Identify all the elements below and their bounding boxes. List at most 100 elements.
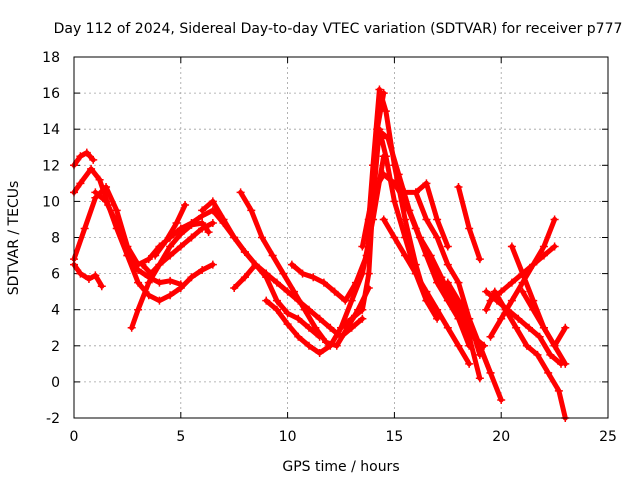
data-point-marker: [401, 188, 410, 197]
data-point-marker: [539, 323, 548, 332]
data-point-marker: [433, 233, 442, 242]
y-tick-label: 4: [51, 303, 60, 319]
data-point-marker: [102, 197, 111, 206]
data-point-marker: [514, 314, 523, 323]
data-point-marker: [422, 179, 431, 188]
data-point-marker: [443, 260, 452, 269]
data-point-marker: [550, 341, 559, 350]
data-point-marker: [539, 242, 548, 251]
data-point-marker: [482, 305, 491, 314]
data-point-marker: [272, 278, 281, 287]
data-point-marker: [187, 233, 196, 242]
data-point-marker: [416, 233, 425, 242]
series-arc22: [443, 278, 506, 404]
data-point-marker: [87, 164, 96, 173]
data-point-marker: [315, 314, 324, 323]
data-point-marker: [518, 287, 527, 296]
series-arc3: [70, 260, 106, 291]
y-tick-label: 8: [51, 231, 60, 247]
data-point-marker: [394, 170, 403, 179]
series-line: [71, 150, 96, 168]
data-point-marker: [166, 276, 175, 285]
data-point-marker: [497, 314, 506, 323]
data-point-marker: [411, 188, 420, 197]
data-point-marker: [279, 269, 288, 278]
series-line: [92, 189, 216, 304]
data-point-marker: [383, 134, 392, 143]
data-point-marker: [529, 305, 538, 314]
series-arc20: [411, 179, 452, 251]
data-point-marker: [172, 219, 181, 228]
data-point-marker: [507, 278, 516, 287]
series-line: [413, 180, 451, 249]
data-point-marker: [497, 287, 506, 296]
series-line: [152, 202, 188, 258]
data-point-marker: [91, 188, 100, 197]
x-axis-ticks: 0 5 10 15 20 25: [70, 57, 617, 445]
data-point-marker: [341, 296, 350, 305]
series-arc30: [518, 287, 570, 368]
data-point-marker: [475, 341, 484, 350]
data-point-marker: [358, 242, 367, 251]
series-arc25: [482, 287, 570, 422]
data-point-marker: [287, 260, 296, 269]
data-point-marker: [84, 275, 93, 284]
data-point-marker: [381, 107, 390, 116]
series-line: [71, 166, 184, 287]
data-point-marker: [298, 269, 307, 278]
data-point-marker: [475, 374, 484, 383]
data-point-marker: [443, 242, 452, 251]
data-point-marker: [283, 309, 292, 318]
data-point-marker: [187, 273, 196, 282]
data-point-marker: [433, 305, 442, 314]
data-point-marker: [529, 260, 538, 269]
data-point-marker: [240, 273, 249, 282]
data-point-marker: [155, 278, 164, 287]
data-point-marker: [364, 269, 373, 278]
data-point-marker: [561, 323, 570, 332]
data-point-marker: [181, 201, 190, 210]
x-tick-label: 10: [279, 429, 297, 445]
series-arc8: [151, 201, 190, 260]
series-arc10: [230, 260, 324, 341]
series-arc5: [91, 188, 217, 305]
data-point-marker: [82, 148, 91, 157]
data-point-marker: [454, 341, 463, 350]
data-point-marker: [465, 314, 474, 323]
y-tick-label: 18: [42, 50, 60, 66]
data-point-marker: [76, 269, 85, 278]
y-tick-label: 10: [42, 194, 60, 210]
y-tick-label: 0: [51, 375, 60, 391]
data-point-marker: [91, 271, 100, 280]
y-tick-label: 16: [42, 86, 60, 102]
series-line: [456, 184, 483, 262]
series-arc14: [337, 89, 388, 332]
y-tick-label: 12: [42, 158, 60, 174]
data-point-marker: [208, 219, 217, 228]
data-point-marker: [390, 197, 399, 206]
data-point-marker: [369, 188, 378, 197]
x-tick-label: 25: [599, 429, 617, 445]
data-point-marker: [522, 341, 531, 350]
data-point-marker: [507, 296, 516, 305]
data-point-marker: [454, 309, 463, 318]
data-point-marker: [322, 338, 331, 347]
data-point-marker: [358, 305, 367, 314]
data-point-marker: [102, 182, 111, 191]
data-point-marker: [518, 269, 527, 278]
series-arc24: [454, 182, 484, 264]
data-point-marker: [290, 287, 299, 296]
data-point-marker: [411, 269, 420, 278]
data-point-marker: [381, 152, 390, 161]
data-point-marker: [176, 229, 185, 238]
data-point-marker: [465, 359, 474, 368]
x-tick-label: 20: [492, 429, 510, 445]
data-point-marker: [337, 323, 345, 332]
data-point-marker: [326, 323, 335, 332]
data-point-marker: [166, 291, 175, 300]
series-arc23: [454, 309, 484, 383]
data-point-marker: [443, 323, 452, 332]
data-point-marker: [187, 220, 196, 229]
data-point-marker: [240, 247, 249, 256]
series-line: [445, 280, 504, 403]
